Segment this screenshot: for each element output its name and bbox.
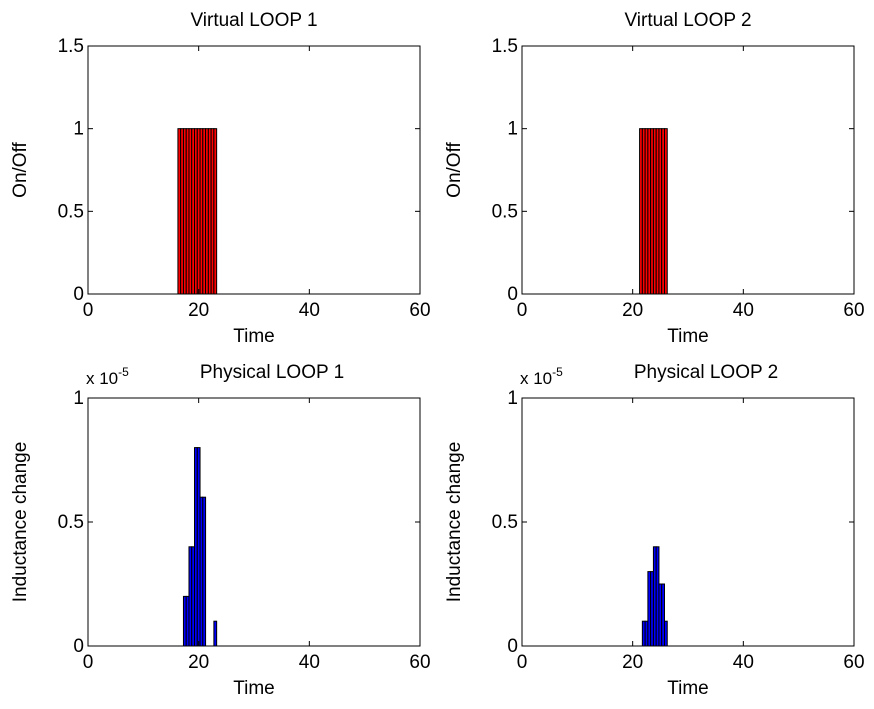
chart-panel-4: 0 20 40 60 0 0.5 1 Physical LOOP 2 Time Inductanc… [444, 362, 865, 699]
x-tick-label: 0 [83, 652, 94, 673]
axes-box [521, 45, 855, 295]
exponent-label: x 10-5 [86, 365, 129, 388]
x-tick-label: 20 [622, 652, 643, 673]
x-axis-label: Time [667, 678, 709, 699]
x-tick-label: 20 [188, 652, 209, 673]
axes-box [87, 397, 421, 647]
y-tick-label: 0 [507, 284, 518, 305]
x-tick-label: 60 [843, 300, 864, 321]
y-tick-label: 0.5 [58, 512, 84, 533]
y-tick-label: 0 [507, 636, 518, 657]
y-tick-label: 1 [507, 388, 518, 409]
x-tick-label: 60 [409, 652, 430, 673]
bar [202, 496, 207, 647]
x-tick-label: 60 [409, 300, 430, 321]
bar [661, 583, 665, 647]
chart-title: Virtual LOOP 1 [190, 10, 317, 31]
y-tick-label: 0.5 [58, 201, 84, 222]
y-tick-label: 1 [507, 119, 518, 140]
x-tick-label: 40 [733, 652, 754, 673]
chart-panel-3: 0 20 40 60 0 0.5 1 Physical LOOP 1 Time Inductanc… [10, 362, 431, 699]
x-tick-label: 0 [517, 652, 528, 673]
exponent-base: x 10 [520, 369, 552, 388]
y-tick-label: 0.5 [492, 201, 518, 222]
x-tick-label: 40 [733, 300, 754, 321]
y-axis-label: On/Off [10, 141, 31, 197]
chart-title: Virtual LOOP 2 [624, 10, 751, 31]
exponent-power: -5 [552, 365, 563, 379]
x-tick-label: 20 [622, 300, 643, 321]
y-tick-label: 0.5 [492, 512, 518, 533]
x-tick-label: 20 [188, 300, 209, 321]
y-tick-label: 0 [73, 636, 84, 657]
bar [663, 620, 668, 647]
y-axis-label: Inductance change [444, 442, 465, 603]
chart-title: Physical LOOP 2 [634, 362, 778, 383]
bar [213, 128, 218, 295]
x-axis-label: Time [233, 326, 275, 347]
chart-title: Physical LOOP 1 [200, 362, 344, 383]
y-axis-label: On/Off [444, 141, 465, 197]
x-tick-label: 0 [517, 300, 528, 321]
axes-box [521, 397, 855, 647]
x-axis-label: Time [233, 678, 275, 699]
y-tick-label: 1.5 [58, 36, 84, 57]
exponent-base: x 10 [86, 369, 118, 388]
y-tick-label: 0 [73, 284, 84, 305]
x-tick-label: 40 [299, 652, 320, 673]
chart-panel-2: 0 20 40 60 0 0.5 1 1.5 Virtual LOOP 2 Time On/Off [444, 10, 865, 347]
bar [663, 128, 668, 295]
x-tick-label: 60 [843, 652, 864, 673]
exponent-label: x 10-5 [520, 365, 563, 388]
axes-box [87, 45, 421, 295]
exponent-power: -5 [118, 365, 129, 379]
bar [213, 620, 218, 647]
x-tick-label: 40 [299, 300, 320, 321]
y-axis-label: Inductance change [10, 442, 31, 603]
x-tick-label: 0 [83, 300, 94, 321]
y-tick-label: 1 [73, 119, 84, 140]
chart-panel-1: 0 20 40 60 0 0.5 1 1.5 Virtual LOOP 1 Time On/Off [10, 10, 431, 347]
y-tick-label: 1 [73, 388, 84, 409]
y-tick-label: 1.5 [492, 36, 518, 57]
x-axis-label: Time [667, 326, 709, 347]
